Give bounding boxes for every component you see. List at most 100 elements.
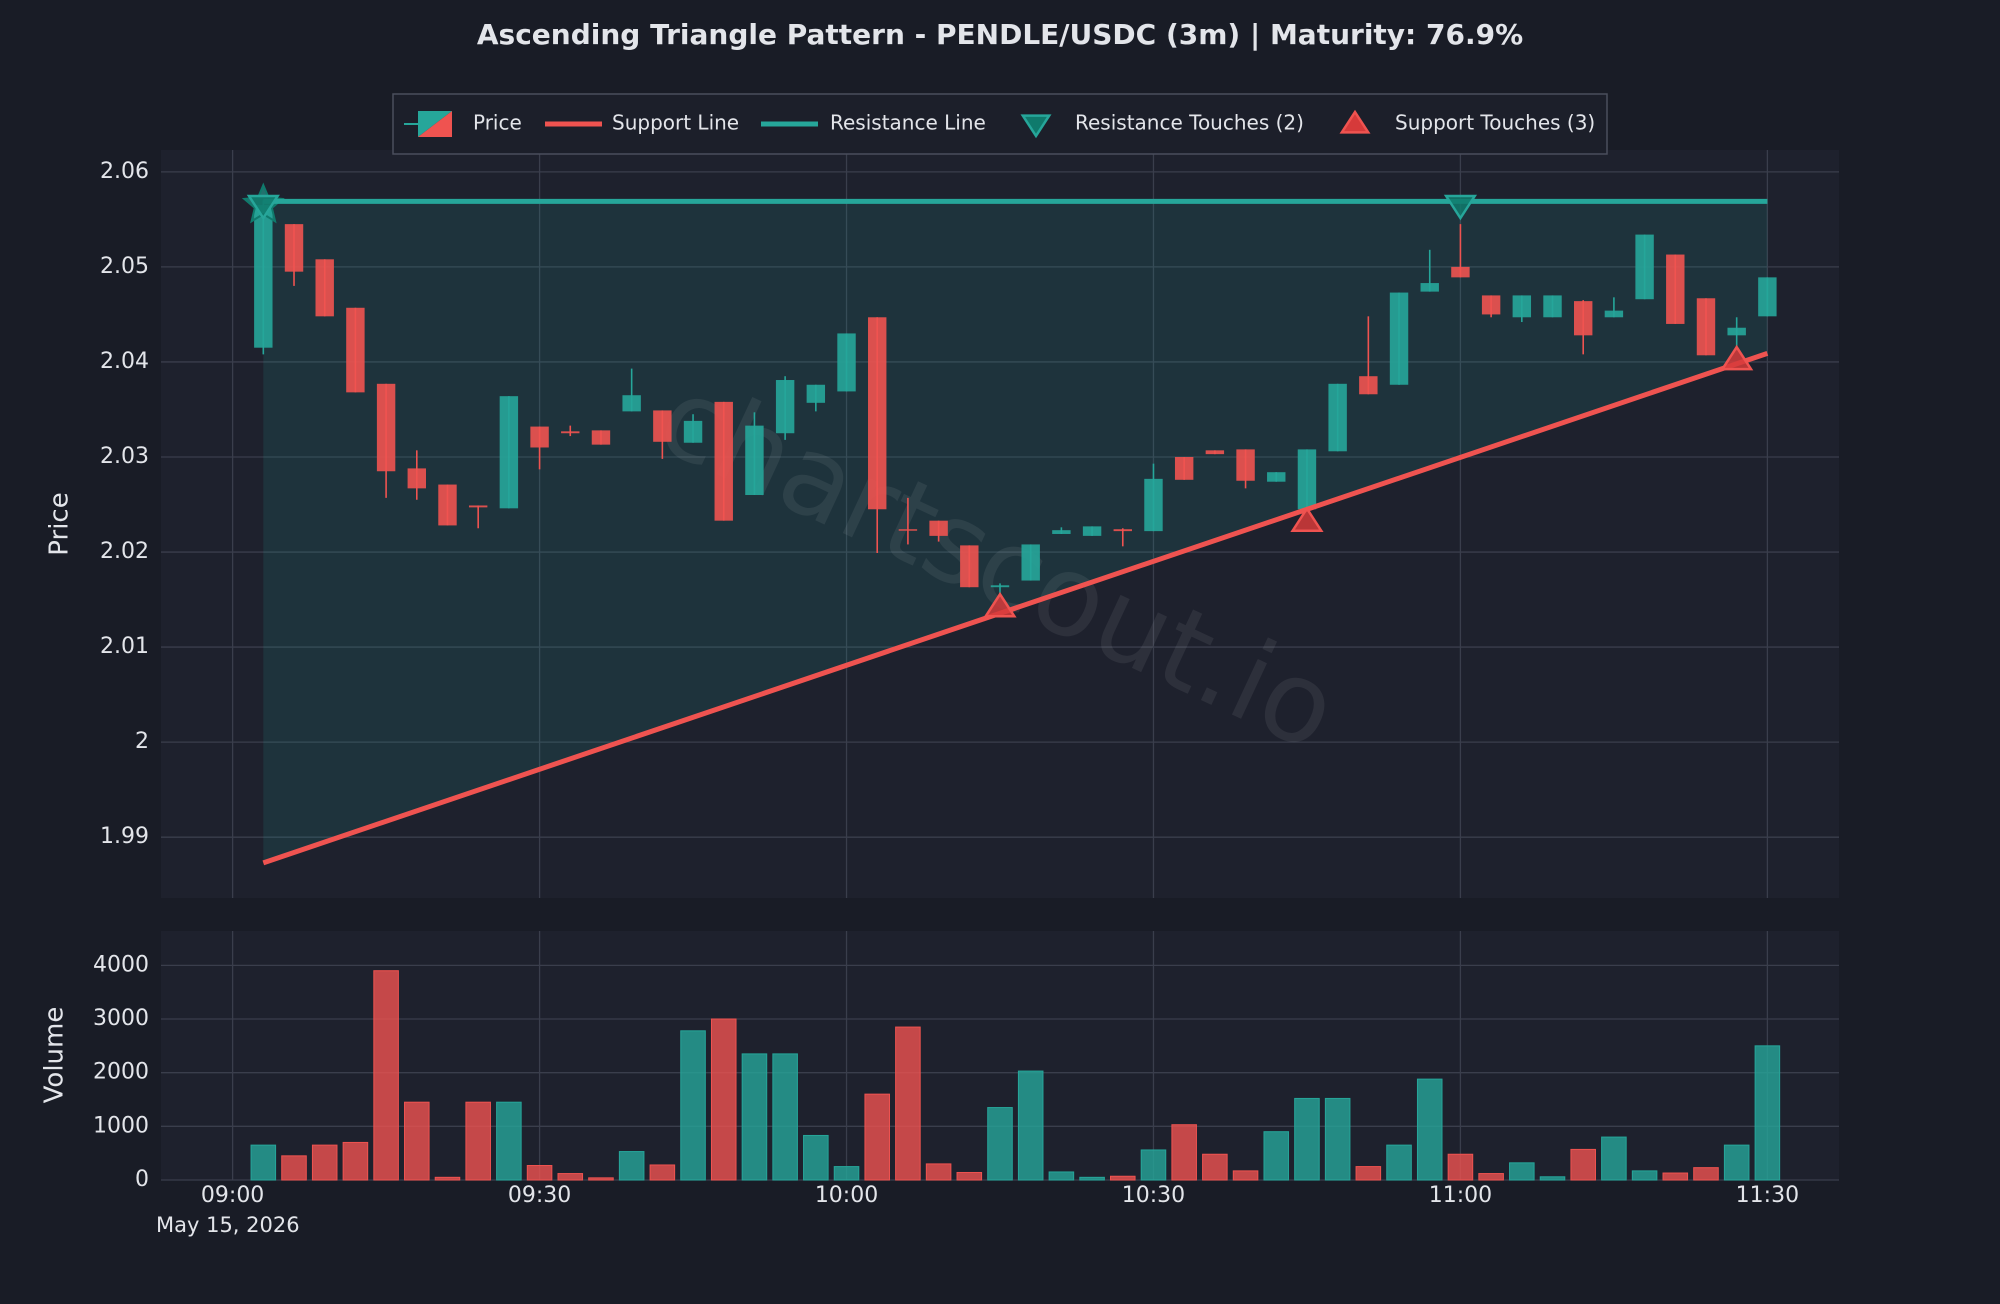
y-tick-label: 2.04 [100,349,149,374]
candle-body [929,520,948,536]
volume-bar [1601,1136,1627,1181]
volume-bar [434,1176,461,1181]
touch-marker [1290,506,1324,532]
candle-body [1082,526,1102,536]
candle-body [1174,456,1194,480]
volume-bar [1693,1167,1719,1181]
y-tick-label: 2000 [93,1060,149,1085]
volume-bar [1048,1171,1075,1181]
candle-body [499,396,519,509]
candle-body [898,529,918,531]
candle-body [1021,544,1040,581]
x-tick-label: 09:00 [201,1183,264,1208]
volume-bar [925,1163,952,1181]
legend-icon [1020,114,1052,139]
date-label: May 15, 2026 [156,1213,300,1237]
volume-bar [1478,1173,1504,1181]
candle-body [837,333,856,392]
candle-body [1389,292,1409,385]
candle-body [315,259,334,317]
volume-bar [1754,1045,1781,1181]
candle-body [990,585,1010,588]
legend-label: Resistance Line [830,111,986,135]
candle-body [376,383,396,472]
volume-bar [557,1173,584,1181]
touch-marker [983,591,1017,618]
volume-bar [1232,1170,1259,1181]
volume-bar [1416,1078,1443,1181]
candle-body [1696,298,1716,356]
volume-bar [1140,1149,1167,1181]
candle-body [407,468,427,489]
y-tick-label: 2.02 [100,539,149,564]
volume-bar [772,1053,798,1181]
volume-bar [1662,1172,1689,1181]
volume-bar [618,1151,645,1181]
y-axis-label: Price [45,492,75,555]
x-tick-label: 10:30 [1122,1183,1185,1208]
volume-bar [833,1166,860,1181]
volume-bar [1509,1162,1535,1181]
volume-bar [1539,1176,1566,1181]
candle-body [1205,450,1225,455]
candle-body [745,425,764,496]
candle-body [714,401,733,521]
volume-bar [987,1107,1013,1181]
candle-body [1420,283,1439,292]
candle-body [1328,383,1347,452]
touch-marker [246,194,280,221]
x-tick-label: 10:00 [815,1183,878,1208]
candle-body [346,307,365,393]
candle-body [960,545,979,588]
candle-body [284,224,304,272]
volume-bar [250,1144,277,1181]
legend-icon [1339,109,1371,134]
y-tick-label: 2 [135,729,149,754]
candle-body [1635,234,1654,300]
y-tick-label: 2.05 [100,254,149,279]
legend-label: Resistance Touches (2) [1075,111,1304,135]
volume-bar [404,1101,430,1181]
y-tick-label: 2.06 [100,159,149,184]
candle-body [1359,376,1378,395]
volume-bar [1017,1070,1044,1181]
volume-bar [895,1026,921,1181]
y-tick-label: 1.99 [100,824,149,849]
volume-bar [496,1101,522,1181]
candle-body [683,420,703,443]
candle-body [1144,478,1163,532]
legend: Price Support Line Resistance Line Resistan… [392,93,1608,155]
volume-bar [1355,1166,1382,1181]
candle-body [806,384,826,403]
volume-bar [526,1165,553,1181]
candle-body [775,380,795,434]
touch-marker [1720,344,1754,371]
x-tick-label: 11:30 [1736,1183,1799,1208]
candle-body [561,431,580,434]
legend-icon [418,111,452,137]
volume-bar [1447,1153,1474,1181]
volume-bar [864,1093,890,1181]
candle-body [1727,327,1746,336]
volume-bar [1263,1131,1290,1181]
volume-bar [1202,1153,1228,1181]
legend-label: Support Line [612,111,739,135]
candle-body [1543,295,1562,318]
legend-label: Support Touches (3) [1395,111,1595,135]
volume-bar [373,970,399,1181]
x-tick-label: 09:30 [508,1183,571,1208]
candle-body [868,317,887,510]
candle-body [1113,529,1132,532]
legend-label: Price [473,111,522,135]
y-tick-label: 3000 [93,1006,149,1031]
volume-bar [588,1177,614,1181]
volume-bar [1570,1148,1596,1181]
volume-bar [1631,1170,1658,1181]
candle-body [1267,472,1286,482]
volume-bar [1386,1144,1412,1181]
candle-body [1512,295,1532,318]
marks-layer [241,182,1781,1181]
volume-bar [465,1101,491,1181]
